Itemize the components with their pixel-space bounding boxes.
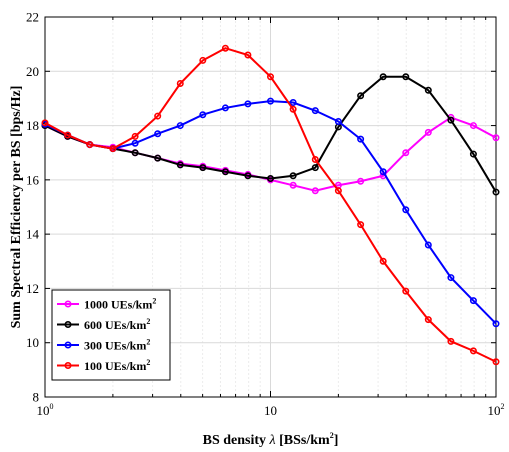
data-point xyxy=(379,73,387,81)
data-point xyxy=(334,187,342,195)
data-point xyxy=(154,112,162,120)
data-point xyxy=(402,73,410,81)
data-point xyxy=(447,274,455,282)
data-point xyxy=(447,337,455,345)
data-point xyxy=(492,358,500,366)
y-tick-label: 18 xyxy=(26,118,39,133)
series-1 xyxy=(41,73,500,196)
data-point xyxy=(311,107,319,115)
y-tick-label: 12 xyxy=(26,281,39,296)
data-point xyxy=(379,168,387,176)
data-point xyxy=(244,100,252,108)
data-point xyxy=(469,150,477,158)
legend-marker xyxy=(64,341,72,349)
data-point xyxy=(176,122,184,130)
data-point xyxy=(357,135,365,143)
data-point xyxy=(199,56,207,64)
data-point xyxy=(424,128,432,136)
legend-entry: 600 UEs/km2 xyxy=(84,317,150,332)
legend-entry: 300 UEs/km2 xyxy=(84,338,150,353)
data-point xyxy=(447,116,455,124)
data-point xyxy=(311,164,319,172)
data-point xyxy=(289,181,297,189)
series-line xyxy=(44,100,497,325)
x-tick-label: 10 xyxy=(264,403,277,418)
data-point xyxy=(357,221,365,229)
data-point xyxy=(492,134,500,142)
data-point xyxy=(289,99,297,107)
data-point xyxy=(221,44,229,52)
data-point xyxy=(266,97,274,105)
data-point xyxy=(469,347,477,355)
legend: 1000 UEs/km2 600 UEs/km2 300 UEs/km2 100 UE… xyxy=(51,289,171,381)
x-tick-label: 100 xyxy=(37,402,54,418)
x-axis-label: BS density λ [BSs/km2] xyxy=(203,431,339,448)
y-tick-label: 10 xyxy=(26,335,39,350)
data-point xyxy=(244,51,252,59)
series-2 xyxy=(41,97,500,328)
data-point xyxy=(154,154,162,162)
ticks: 8 10 12 14 16 18 20 22 100 10 102 xyxy=(26,10,505,419)
data-point xyxy=(357,92,365,100)
data-point xyxy=(176,161,184,169)
data-point xyxy=(311,187,319,195)
data-point xyxy=(131,139,139,147)
data-point xyxy=(402,149,410,157)
data-point xyxy=(131,132,139,140)
series-line xyxy=(44,47,497,363)
data-point xyxy=(41,119,49,127)
data-point xyxy=(221,104,229,112)
data-point xyxy=(154,130,162,138)
legend-marker xyxy=(64,361,72,369)
data-point xyxy=(199,164,207,172)
data-point xyxy=(86,141,94,149)
data-point xyxy=(334,118,342,126)
y-axis-label: Sum Spectral Efficiency per BS [bps/Hz] xyxy=(9,86,24,329)
data-point xyxy=(469,122,477,130)
data-point xyxy=(176,80,184,88)
legend-marker xyxy=(64,300,72,308)
data-point xyxy=(289,105,297,113)
y-tick-label: 20 xyxy=(26,64,39,79)
data-point xyxy=(402,206,410,214)
data-point xyxy=(221,168,229,176)
legend-entry: 1000 UEs/km2 xyxy=(84,297,156,312)
series-3 xyxy=(41,44,500,366)
y-tick-label: 14 xyxy=(26,227,40,242)
data-point xyxy=(424,316,432,324)
data-point xyxy=(424,241,432,249)
data-point xyxy=(64,131,72,139)
data-point xyxy=(492,320,500,328)
data-point xyxy=(266,73,274,81)
data-point xyxy=(109,145,117,153)
y-tick-label: 16 xyxy=(26,172,40,187)
data-point xyxy=(379,257,387,265)
series-line xyxy=(44,75,497,193)
data-point xyxy=(311,156,319,164)
data-point xyxy=(469,297,477,305)
data-point xyxy=(199,111,207,119)
legend-marker xyxy=(64,320,72,328)
series-group xyxy=(41,44,500,366)
legend-entry: 100 UEs/km2 xyxy=(84,358,150,373)
x-tick-label: 102 xyxy=(488,402,505,418)
data-point xyxy=(492,188,500,196)
data-point xyxy=(289,172,297,180)
y-tick-label: 8 xyxy=(33,390,40,405)
data-point xyxy=(424,86,432,94)
data-point xyxy=(402,287,410,295)
y-tick-label: 22 xyxy=(26,10,39,25)
data-point xyxy=(244,172,252,180)
data-point xyxy=(357,177,365,185)
data-point xyxy=(266,175,274,183)
data-point xyxy=(131,149,139,157)
